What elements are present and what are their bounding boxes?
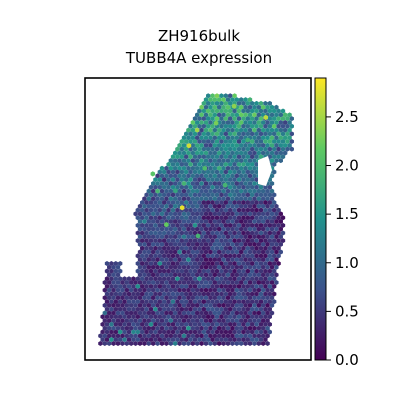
colorbar-ticks: 0.0 0.5 1.0 1.5 2.0 2.5 xyxy=(326,108,359,369)
chart-title-line-2: TUBB4A expression xyxy=(125,49,272,67)
colorbar-gradient xyxy=(315,78,326,360)
colorbar-tick-label: 2.0 xyxy=(335,157,359,175)
colorbar-tick-label: 1.5 xyxy=(335,205,359,223)
colorbar-tick-label: 2.5 xyxy=(335,108,359,126)
chart-title-line-1: ZH916bulk xyxy=(158,27,240,45)
colorbar: 0.0 0.5 1.0 1.5 2.0 2.5 xyxy=(315,78,359,369)
colorbar-tick-label: 0.5 xyxy=(335,302,359,320)
colorbar-tick-label: 0.0 xyxy=(335,351,359,369)
colorbar-tick-label: 1.0 xyxy=(335,254,359,272)
